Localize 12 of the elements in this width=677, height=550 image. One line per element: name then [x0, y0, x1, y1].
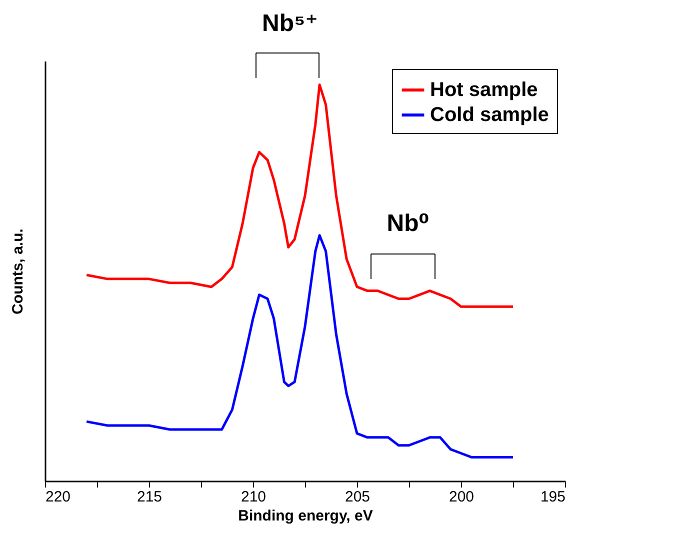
annotation: Nb⁰: [386, 210, 430, 237]
x-tick-label: 200: [448, 488, 474, 506]
y-axis-title: Counts, a.u.: [10, 228, 26, 314]
x-tick-label: 205: [344, 488, 370, 506]
x-tick-label: 215: [136, 488, 162, 506]
text: Nb⁵⁺: [262, 10, 318, 37]
x-tick-label: 210: [240, 488, 266, 506]
x-tick-label: 195: [540, 488, 566, 506]
x-axis-title: Binding energy, eV: [238, 508, 373, 524]
legend-label: Cold sample: [430, 104, 549, 126]
legend-label: Hot sample: [430, 79, 538, 101]
x-tick-label: 220: [46, 488, 71, 506]
